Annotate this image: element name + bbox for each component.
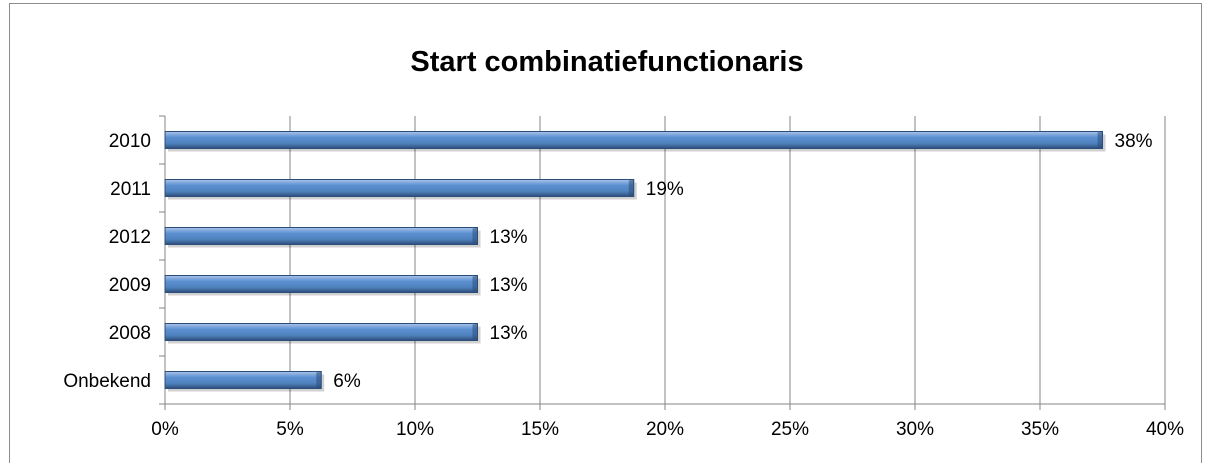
bar-end-cap <box>472 323 478 341</box>
x-tick-label: 25% <box>771 419 809 440</box>
chart-frame: Start combinatiefunctionaris 0% 5% 10% 15% 2… <box>9 3 1202 463</box>
x-tick-label: 5% <box>276 419 304 440</box>
bar <box>164 179 635 197</box>
axes: 0% 5% 10% 15% 20% 25% 30% 35% 40% <box>151 115 1184 440</box>
category-label: 2010 <box>109 131 151 152</box>
x-tick-label: 0% <box>151 419 179 440</box>
data-label: 13% <box>490 227 528 248</box>
x-tick-label: 35% <box>1021 419 1059 440</box>
chart-title: Start combinatiefunctionaris <box>410 46 803 78</box>
bar-end-cap <box>472 275 478 293</box>
bar <box>164 323 478 341</box>
x-tick-label: 40% <box>1146 419 1184 440</box>
category-label: 2011 <box>110 179 151 200</box>
bar <box>164 371 322 389</box>
category-label: Onbekend <box>63 371 151 392</box>
category-label: 2012 <box>109 227 151 248</box>
data-label: 38% <box>1115 131 1153 152</box>
x-tick-label: 15% <box>521 419 559 440</box>
category-label: 2008 <box>109 323 151 344</box>
bar <box>164 131 1103 149</box>
x-tick-label: 20% <box>646 419 684 440</box>
bar-end-cap <box>316 371 322 389</box>
labels: 2010 38% 2011 19% 2012 13% 2009 13% 2008 13% Onbek… <box>63 131 1152 392</box>
data-label: 13% <box>490 323 528 344</box>
bar <box>164 227 478 245</box>
gridlines <box>289 116 1166 404</box>
bar <box>164 275 478 293</box>
bars <box>164 131 1106 392</box>
bar-end-cap <box>1097 131 1103 149</box>
bar-end-cap <box>628 179 634 197</box>
category-label: 2009 <box>109 275 151 296</box>
bar-chart: Start combinatiefunctionaris 0% 5% 10% 15% 2… <box>63 46 1184 440</box>
data-label: 13% <box>490 275 528 296</box>
bar-end-cap <box>472 227 478 245</box>
data-label: 6% <box>333 371 361 392</box>
data-label: 19% <box>646 179 684 200</box>
x-tick-label: 10% <box>396 419 434 440</box>
x-tick-label: 30% <box>896 419 934 440</box>
